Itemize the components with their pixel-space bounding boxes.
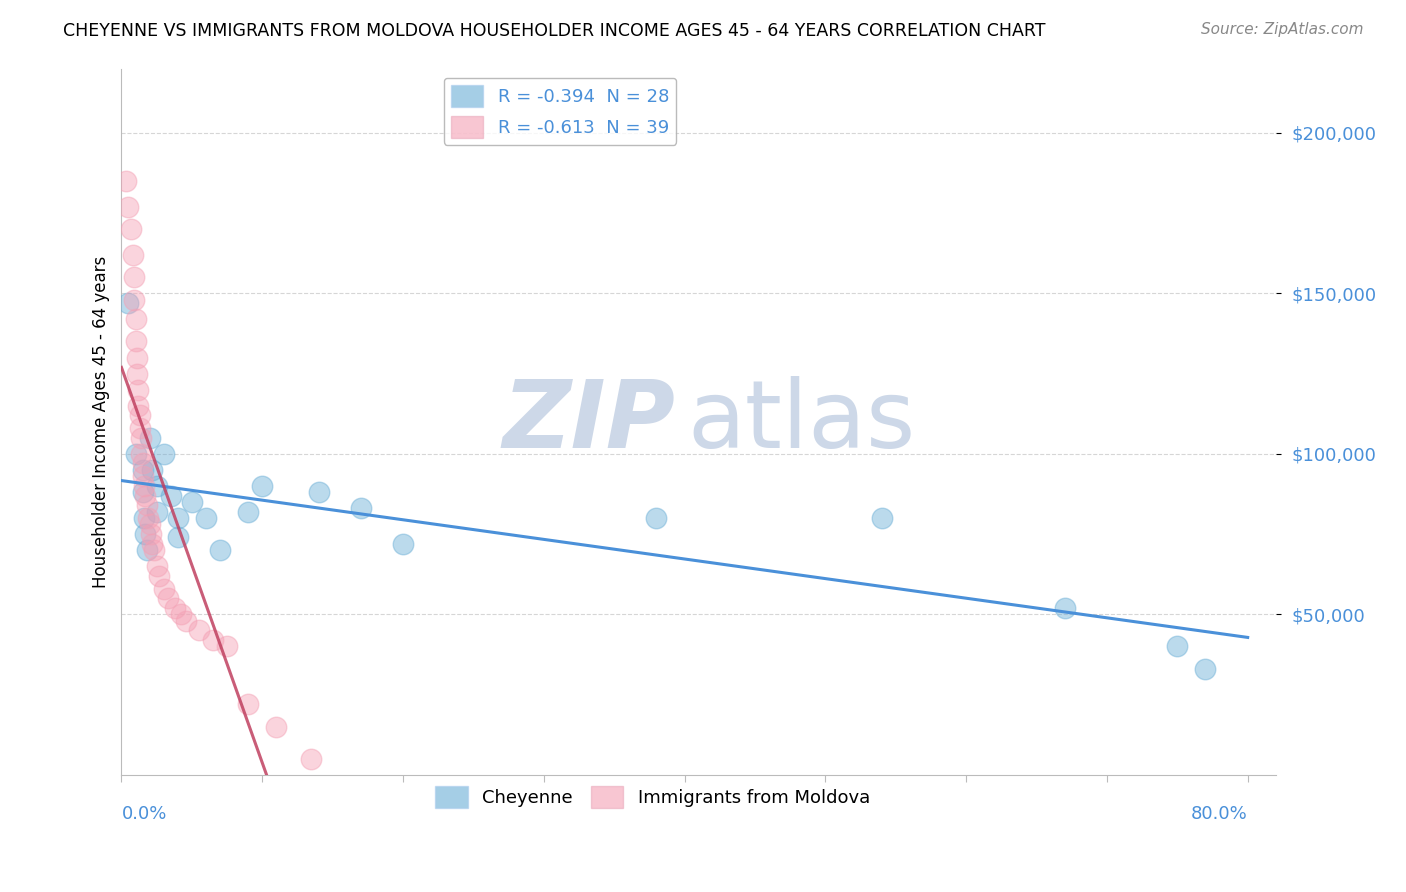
Point (166, 511, 188, 525)
Point (180, 495, 202, 509)
Y-axis label: Householder Income Ages 45 - 64 years: Householder Income Ages 45 - 64 years (93, 256, 110, 588)
Point (145, 505, 167, 519)
Point (127, 383, 149, 397)
Point (141, 537, 163, 551)
Point (187, 624, 209, 638)
Point (215, 640, 238, 654)
Point (163, 601, 186, 615)
Point (135, 498, 157, 512)
Point (138, 517, 160, 532)
Point (145, 479, 167, 493)
Point (350, 501, 373, 516)
Legend: Cheyenne, Immigrants from Moldova: Cheyenne, Immigrants from Moldova (427, 779, 877, 815)
Point (169, 607, 191, 622)
Point (645, 511, 668, 525)
Point (134, 489, 156, 503)
Point (159, 489, 181, 503)
Point (148, 569, 170, 583)
Point (117, 200, 139, 214)
Point (152, 582, 174, 596)
Point (127, 399, 149, 413)
Point (141, 463, 163, 477)
Point (166, 530, 188, 544)
Point (236, 698, 259, 712)
Point (136, 511, 159, 525)
Point (132, 511, 155, 525)
Point (122, 293, 145, 307)
Point (138, 431, 160, 445)
Point (128, 421, 150, 435)
Point (134, 527, 156, 541)
Point (121, 248, 143, 262)
Point (131, 457, 153, 471)
Point (1053, 601, 1076, 615)
Point (142, 543, 165, 558)
Point (145, 559, 167, 574)
Point (131, 463, 153, 477)
Point (308, 485, 330, 500)
Point (870, 511, 893, 525)
Point (156, 591, 179, 606)
Point (131, 469, 153, 483)
Point (392, 537, 415, 551)
Text: CHEYENNE VS IMMIGRANTS FROM MOLDOVA HOUSEHOLDER INCOME AGES 45 - 64 YEARS CORREL: CHEYENNE VS IMMIGRANTS FROM MOLDOVA HOUS… (63, 22, 1046, 40)
Point (208, 543, 231, 558)
Point (131, 485, 153, 500)
Point (125, 367, 148, 381)
Point (152, 447, 174, 461)
Point (201, 633, 224, 648)
Point (120, 222, 142, 236)
Point (129, 447, 152, 461)
Point (194, 511, 217, 525)
Point (236, 505, 259, 519)
Point (128, 409, 150, 423)
Text: 0.0%: 0.0% (121, 805, 167, 823)
Point (139, 527, 162, 541)
Text: Source: ZipAtlas.com: Source: ZipAtlas.com (1201, 22, 1364, 37)
Point (132, 479, 155, 493)
Point (114, 174, 136, 188)
Text: 80.0%: 80.0% (1191, 805, 1247, 823)
Point (252, 479, 274, 493)
Point (129, 431, 152, 445)
Point (174, 614, 197, 628)
Point (301, 752, 323, 766)
Point (135, 543, 157, 558)
Point (1166, 640, 1188, 654)
Text: ZIP: ZIP (503, 376, 675, 467)
Point (122, 270, 145, 285)
Point (266, 720, 288, 734)
Point (124, 312, 146, 326)
Point (124, 447, 146, 461)
Point (125, 351, 148, 365)
Point (1194, 662, 1216, 676)
Point (124, 334, 146, 349)
Text: atlas: atlas (688, 376, 915, 467)
Point (117, 296, 139, 310)
